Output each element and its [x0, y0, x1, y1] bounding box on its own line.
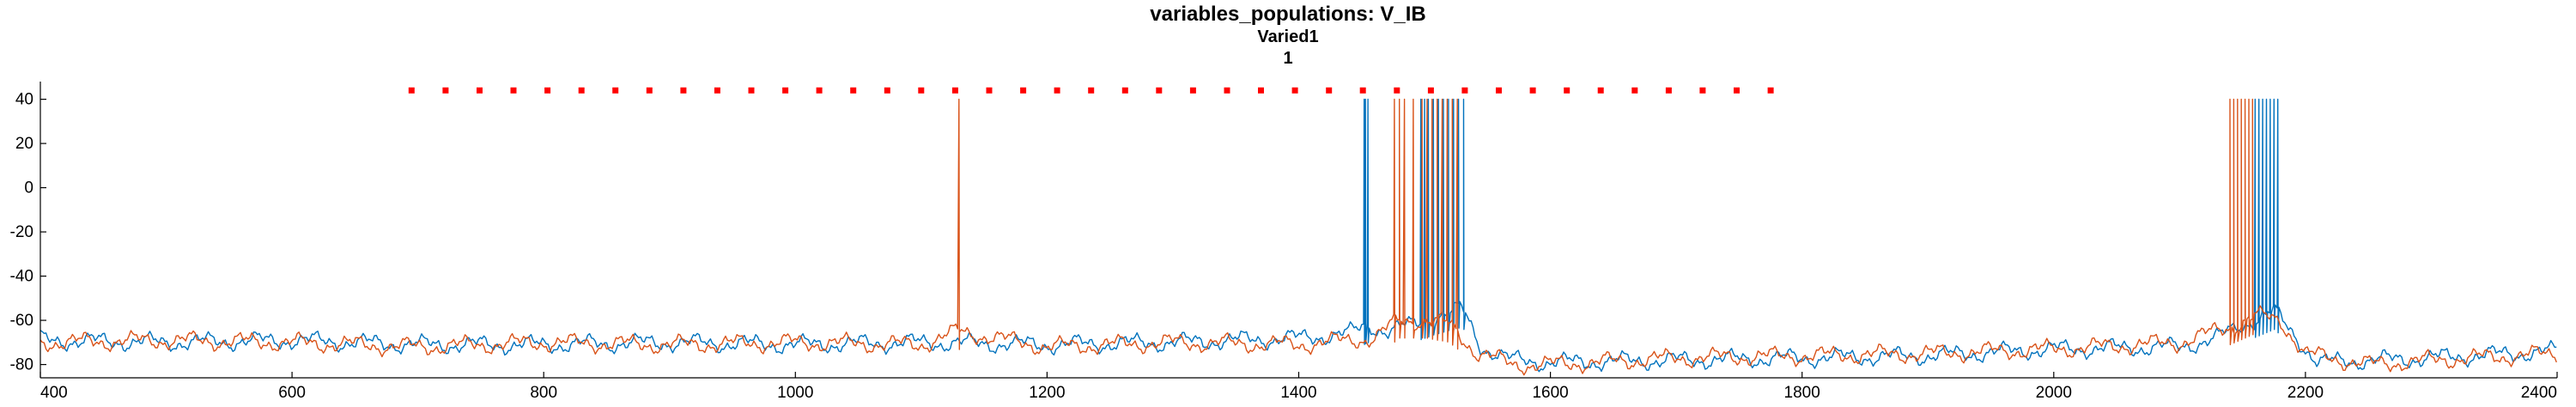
stimulus-marker	[884, 87, 890, 94]
stimulus-marker	[1665, 87, 1672, 94]
y-tick-label: 0	[24, 179, 33, 197]
series-line-1	[39, 98, 2557, 373]
x-tick-label: 400	[40, 384, 68, 402]
x-tick-label: 1200	[1029, 384, 1065, 402]
chart-subtitle-2: 1	[1283, 49, 1292, 68]
x-tick-label: 1600	[1532, 384, 1568, 402]
x-tick-label: 2200	[2287, 384, 2324, 402]
stimulus-marker	[850, 87, 857, 94]
stimulus-marker	[1529, 87, 1536, 94]
stimulus-marker	[1597, 87, 1604, 94]
y-tick-label: -20	[10, 223, 33, 241]
stimulus-marker	[1258, 87, 1264, 94]
y-tick-label: -80	[10, 356, 33, 374]
x-tick-label: 2000	[2036, 384, 2072, 402]
stimulus-marker	[680, 87, 687, 94]
stimulus-marker	[1291, 87, 1298, 94]
x-tick-label: 600	[278, 384, 306, 402]
chart-subtitle-1: Varied1	[1257, 27, 1318, 46]
series-line-2	[39, 98, 2557, 376]
stimulus-marker	[1189, 87, 1196, 94]
x-tick-label: 800	[530, 384, 557, 402]
stimulus-marker	[1156, 87, 1163, 94]
stimulus-marker	[477, 87, 483, 94]
y-tick-label: -60	[10, 312, 33, 330]
series-layer	[39, 98, 2557, 376]
stimulus-marker	[1020, 87, 1027, 94]
stimulus-marker	[1699, 87, 1706, 94]
stimulus-marker	[1394, 87, 1400, 94]
stimulus-marker-layer	[408, 87, 1774, 94]
y-tick-label: 20	[15, 135, 33, 153]
x-ticks: 400 600 800 1000 1200 1400 1600 1800 2000 2200 240…	[39, 372, 2558, 402]
stimulus-marker	[918, 87, 925, 94]
stimulus-marker	[816, 87, 823, 94]
stimulus-marker	[1734, 87, 1740, 94]
x-tick-label: 1800	[1784, 384, 1820, 402]
y-ticks: -80 -60 -40 -20 0 20 40	[10, 91, 46, 374]
stimulus-marker	[578, 87, 585, 94]
stimulus-marker	[1461, 87, 1468, 94]
stimulus-marker	[1631, 87, 1638, 94]
stimulus-marker	[442, 87, 449, 94]
stimulus-marker	[951, 87, 958, 94]
stimulus-marker	[1496, 87, 1502, 94]
x-tick-label: 1000	[777, 384, 813, 402]
stimulus-marker	[646, 87, 653, 94]
x-tick-label: 2400	[2521, 384, 2557, 402]
stimulus-marker	[1427, 87, 1434, 94]
stimulus-marker	[544, 87, 551, 94]
axes: 400 600 800 1000 1200 1400 1600 1800 2000 2200 240…	[10, 82, 2558, 402]
stimulus-marker	[782, 87, 789, 94]
stimulus-marker	[1121, 87, 1128, 94]
stimulus-marker	[408, 87, 415, 94]
stimulus-marker	[1088, 87, 1095, 94]
stimulus-marker	[1767, 87, 1774, 94]
stimulus-marker	[612, 87, 619, 94]
chart-title: variables_populations: V_IB	[1150, 3, 1425, 26]
stimulus-marker	[714, 87, 720, 94]
stimulus-marker	[986, 87, 993, 94]
stimulus-marker	[1564, 87, 1571, 94]
stimulus-marker	[748, 87, 755, 94]
stimulus-marker	[1224, 87, 1230, 94]
y-tick-label: -40	[10, 268, 33, 286]
stimulus-marker	[510, 87, 517, 94]
stimulus-marker	[1359, 87, 1366, 94]
x-tick-label: 1400	[1280, 384, 1316, 402]
y-tick-label: 40	[15, 91, 33, 109]
stimulus-marker	[1054, 87, 1060, 94]
stimulus-marker	[1326, 87, 1333, 94]
